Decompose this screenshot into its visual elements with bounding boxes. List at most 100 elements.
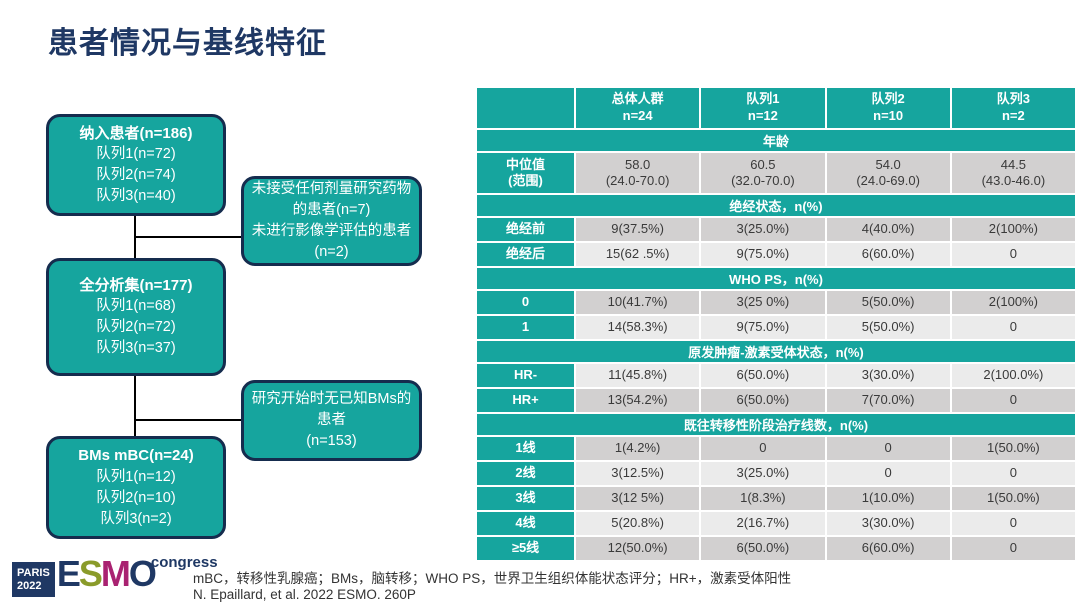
row-label-line4: 4线	[477, 512, 574, 535]
flow-box-bms-mbc-title: BMs mBC(n=24)	[78, 447, 194, 465]
flow-box-bms-mbc-body: 队列1(n=12) 队列2(n=10) 队列3(n=2)	[96, 468, 176, 527]
reference-citation: N. Epaillard, et al. 2022 ESMO. 260P	[193, 587, 416, 602]
section-header-menopause: 绝经状态，n(%)	[477, 195, 1075, 216]
cell-hrneg-overall: 11(45.8%)	[576, 364, 700, 387]
cell-post-cohort3: 0	[951, 243, 1075, 266]
cell-line2-cohort2: 0	[826, 462, 950, 485]
cell-hrpos-cohort3: 0	[951, 389, 1075, 412]
cell-age-cohort1: 60.5 (32.0-70.0)	[701, 153, 825, 193]
table-row-line3: 3线 3(12 5%) 1(8.3%) 1(10.0%) 1(50.0%)	[477, 487, 1075, 510]
cell-post-cohort1: 9(75.0%)	[701, 243, 825, 266]
cell-line2-cohort1: 3(25.0%)	[701, 462, 825, 485]
cell-pre-cohort1: 3(25.0%)	[701, 218, 825, 241]
flow-box-bms-mbc: BMs mBC(n=24) 队列1(n=12) 队列2(n=10) 队列3(n=…	[46, 436, 226, 539]
row-label-premenopausal: 绝经前	[477, 218, 574, 241]
table-row-line4: 4线 5(20.8%) 2(16.7%) 3(30.0%) 0	[477, 512, 1075, 535]
flow-box-enrolled-body: 队列1(n=72) 队列2(n=74) 队列3(n=40)	[96, 146, 176, 205]
cell-ps0-cohort1: 3(25 0%)	[701, 291, 825, 314]
table-row-postmenopausal: 绝经后 15(62 .5%) 9(75.0%) 6(60.0%) 0	[477, 243, 1075, 266]
cell-post-cohort2: 6(60.0%)	[826, 243, 950, 266]
row-label-postmenopausal: 绝经后	[477, 243, 574, 266]
row-label-line1: 1线	[477, 437, 574, 460]
cell-hrpos-overall: 13(54.2%)	[576, 389, 700, 412]
connector-horizontal-1	[135, 236, 241, 238]
col-header-cohort2-label: 队列2	[871, 91, 905, 107]
connector-horizontal-2	[135, 419, 241, 421]
flow-box-excluded-2-body: 研究开始时无已知BMs的 患者 (n=153)	[251, 390, 412, 449]
cell-line1-overall: 1(4.2%)	[576, 437, 700, 460]
cell-ps1-cohort3: 0	[951, 316, 1075, 339]
col-header-cohort3: 队列3 n=2	[951, 88, 1075, 128]
esmo-wordmark: ESMO	[57, 553, 157, 594]
esmo-letter-s: S	[78, 553, 103, 594]
table-row-premenopausal: 绝经前 9(37.5%) 3(25.0%) 4(40.0%) 2(100%)	[477, 218, 1075, 241]
cell-line5-cohort3: 0	[951, 537, 1075, 560]
row-label-line5plus: ≥5线	[477, 537, 574, 560]
cell-hrneg-cohort3: 2(100.0%)	[951, 364, 1075, 387]
cell-ps1-overall: 14(58.3%)	[576, 316, 700, 339]
col-header-overall: 总体人群 n=24	[576, 88, 700, 128]
cell-line2-cohort3: 0	[951, 462, 1075, 485]
cell-line5-overall: 12(50.0%)	[576, 537, 700, 560]
col-header-cohort1-label: 队列1	[746, 91, 780, 107]
section-header-hormone-receptor: 原发肿瘤-激素受体状态，n(%)	[477, 341, 1075, 362]
cell-line3-cohort3: 1(50.0%)	[951, 487, 1075, 510]
cell-hrpos-cohort1: 6(50.0%)	[701, 389, 825, 412]
connector-vertical-2	[134, 376, 136, 438]
cell-ps0-cohort3: 2(100%)	[951, 291, 1075, 314]
esmo-letter-m: M	[100, 553, 131, 594]
section-header-age: 年龄	[477, 130, 1075, 151]
table-row-hr-negative: HR- 11(45.8%) 6(50.0%) 3(30.0%) 2(100.0%…	[477, 364, 1075, 387]
table-header-row: 总体人群 n=24 队列1 n=12 队列2 n=10 队列3 n=2	[477, 88, 1075, 128]
year-label: 2022	[17, 579, 42, 592]
cell-pre-cohort3: 2(100%)	[951, 218, 1075, 241]
cell-ps0-cohort2: 5(50.0%)	[826, 291, 950, 314]
col-header-cohort3-n: n=2	[1001, 108, 1025, 123]
table-row-median-age: 中位值 (范围) 58.0 (24.0-70.0) 60.5 (32.0-70.…	[477, 153, 1075, 193]
flow-box-full-analysis-body: 队列1(n=68) 队列2(n=72) 队列3(n=37)	[96, 298, 176, 357]
connector-vertical-1	[134, 216, 136, 260]
table-row-whops-0: 0 10(41.7%) 3(25 0%) 5(50.0%) 2(100%)	[477, 291, 1075, 314]
abbreviations-footnote: mBC，转移性乳腺癌；BMs，脑转移；WHO PS，世界卫生组织体能状态评分；H…	[193, 571, 792, 586]
cell-line4-cohort1: 2(16.7%)	[701, 512, 825, 535]
cell-line1-cohort2: 0	[826, 437, 950, 460]
table-row-line5plus: ≥5线 12(50.0%) 6(50.0%) 6(60.0%) 0	[477, 537, 1075, 560]
table-row-hr-positive: HR+ 13(54.2%) 6(50.0%) 7(70.0%) 0	[477, 389, 1075, 412]
row-label-line2: 2线	[477, 462, 574, 485]
cell-pre-overall: 9(37.5%)	[576, 218, 700, 241]
cell-age-overall: 58.0 (24.0-70.0)	[576, 153, 700, 193]
section-header-prior-lines: 既往转移性阶段治疗线数，n(%)	[477, 414, 1075, 435]
table-row-whops-1: 1 14(58.3%) 9(75.0%) 5(50.0%) 0	[477, 316, 1075, 339]
col-header-cohort3-label: 队列3	[996, 91, 1030, 107]
cell-line3-cohort2: 1(10.0%)	[826, 487, 950, 510]
cell-line4-overall: 5(20.8%)	[576, 512, 700, 535]
table-corner-cell	[477, 88, 574, 128]
cell-line1-cohort1: 0	[701, 437, 825, 460]
cell-hrneg-cohort2: 3(30.0%)	[826, 364, 950, 387]
flow-box-enrolled: 纳入患者(n=186) 队列1(n=72) 队列2(n=74) 队列3(n=40…	[46, 114, 226, 216]
row-label-hr-negative: HR-	[477, 364, 574, 387]
flow-box-enrolled-title: 纳入患者(n=186)	[79, 124, 193, 142]
cell-ps0-overall: 10(41.7%)	[576, 291, 700, 314]
flow-box-excluded-2: 研究开始时无已知BMs的 患者 (n=153)	[241, 380, 422, 461]
cell-ps1-cohort2: 5(50.0%)	[826, 316, 950, 339]
cell-line3-overall: 3(12 5%)	[576, 487, 700, 510]
cell-pre-cohort2: 4(40.0%)	[826, 218, 950, 241]
baseline-table: 总体人群 n=24 队列1 n=12 队列2 n=10 队列3 n=2 年龄 中…	[477, 88, 1075, 562]
row-label-whops-1: 1	[477, 316, 574, 339]
flow-box-excluded-1-body: 未接受任何剂量研究药物 的患者(n=7) 未进行影像学评估的患者 (n=2)	[251, 180, 412, 261]
table-row-line2: 2线 3(12.5%) 3(25.0%) 0 0	[477, 462, 1075, 485]
cell-line1-cohort3: 1(50.0%)	[951, 437, 1075, 460]
cell-line4-cohort2: 3(30.0%)	[826, 512, 950, 535]
col-header-cohort1: 队列1 n=12	[701, 88, 825, 128]
cell-hrpos-cohort2: 7(70.0%)	[826, 389, 950, 412]
flow-box-full-analysis-title: 全分析集(n=177)	[79, 276, 193, 294]
flow-box-excluded-1: 未接受任何剂量研究药物 的患者(n=7) 未进行影像学评估的患者 (n=2)	[241, 176, 422, 266]
esmo-congress-logo: PARIS 2022 ESMO congress	[12, 552, 218, 598]
congress-label: congress	[150, 554, 218, 571]
cell-line3-cohort1: 1(8.3%)	[701, 487, 825, 510]
page-title: 患者情况与基线特征	[48, 27, 327, 60]
table-row-line1: 1线 1(4.2%) 0 0 1(50.0%)	[477, 437, 1075, 460]
row-label-line3: 3线	[477, 487, 574, 510]
